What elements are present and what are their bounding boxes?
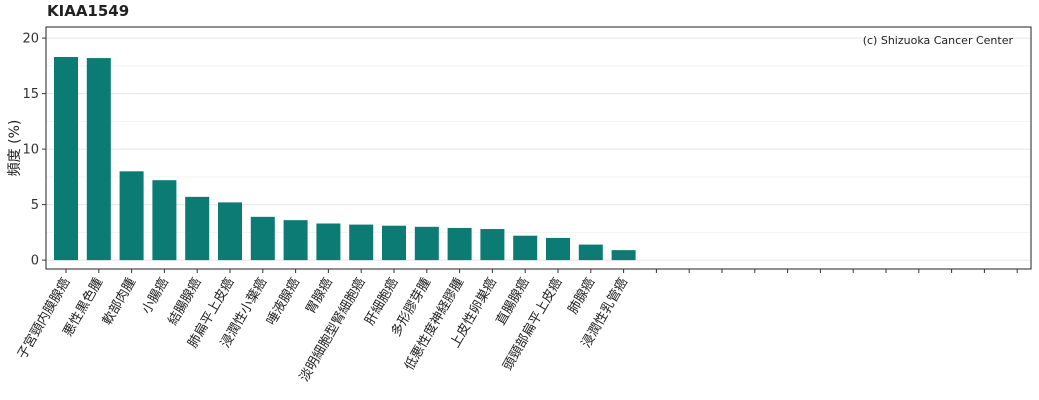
bar xyxy=(218,202,242,261)
bar xyxy=(414,226,439,261)
gridlines xyxy=(46,37,1031,261)
chart-title: KIAA1549 xyxy=(47,2,130,20)
bar xyxy=(185,196,210,261)
bar xyxy=(578,244,603,261)
bar xyxy=(611,250,636,261)
bar xyxy=(54,56,78,261)
y-tick-label: 5 xyxy=(31,198,39,213)
bar xyxy=(250,216,275,261)
x-axis: 子宮頸内膜腺癌悪性黒色腫軟部肉腫 小腸癌結腸腺癌肺扁平上皮癌浸潤性小葉癌唾液腺癌胃… xyxy=(14,269,1018,384)
bar xyxy=(447,227,472,261)
x-tick-label: 胃腺癌 xyxy=(302,275,335,317)
x-tick-label: 淡明細胞型腎細胞癌 xyxy=(296,275,368,384)
y-tick-label: 15 xyxy=(22,87,39,102)
bar xyxy=(119,171,144,261)
x-tick-label: 小腸癌 xyxy=(138,275,171,317)
x-tick-label: 肺腺癌 xyxy=(565,275,598,317)
bar xyxy=(152,180,177,261)
bar xyxy=(316,223,341,261)
credit-annotation: (c) Shizuoka Cancer Center xyxy=(863,34,1014,47)
bar xyxy=(546,237,570,261)
bar xyxy=(513,235,538,261)
y-axis-label: 頻度 (%) xyxy=(7,120,23,177)
x-tick-label: 子宮頸内膜腺癌 xyxy=(14,275,73,362)
bars xyxy=(54,56,636,261)
y-tick-label: 10 xyxy=(22,143,39,158)
y-axis: 0 5 10 15 20 xyxy=(22,32,46,269)
x-tick-label: 低悪性度神経膠腫 xyxy=(401,275,467,373)
x-tick-label: 頭頸部扁平上皮癌 xyxy=(500,275,566,373)
plot-frame xyxy=(45,26,1032,270)
y-tick-label: 0 xyxy=(31,254,39,269)
bar xyxy=(283,220,308,261)
bar xyxy=(86,58,111,261)
y-tick-label: 20 xyxy=(22,32,39,47)
bar xyxy=(349,224,374,261)
bar xyxy=(382,225,406,261)
bar xyxy=(480,229,505,261)
